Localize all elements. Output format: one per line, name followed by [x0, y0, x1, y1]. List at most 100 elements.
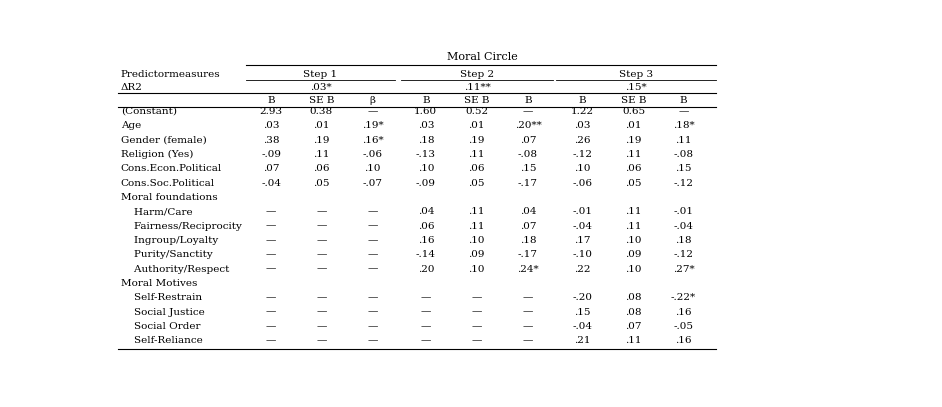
Text: .16: .16 — [675, 336, 691, 345]
Text: —: — — [367, 322, 378, 331]
Text: 0.65: 0.65 — [622, 107, 645, 116]
Text: B: B — [268, 96, 275, 105]
Text: .07: .07 — [263, 164, 280, 173]
Text: —: — — [421, 336, 431, 345]
Text: -.12: -.12 — [674, 179, 693, 188]
Text: —: — — [317, 250, 327, 259]
Text: .01: .01 — [468, 121, 485, 130]
Text: -.06: -.06 — [363, 150, 382, 159]
Text: -.17: -.17 — [518, 250, 538, 259]
Text: —: — — [421, 293, 431, 302]
Text: .05: .05 — [625, 179, 642, 188]
Text: .05: .05 — [468, 179, 485, 188]
Text: -.04: -.04 — [573, 222, 593, 231]
Text: .11: .11 — [675, 136, 691, 144]
Text: .10: .10 — [625, 236, 642, 245]
Text: -.09: -.09 — [415, 179, 436, 188]
Text: —: — — [367, 207, 378, 216]
Text: —: — — [421, 308, 431, 317]
Text: .11: .11 — [625, 222, 642, 231]
Text: Age: Age — [121, 121, 141, 130]
Text: .10: .10 — [417, 164, 434, 173]
Text: .22: .22 — [575, 265, 591, 274]
Text: .16: .16 — [675, 308, 691, 317]
Text: -.09: -.09 — [261, 150, 281, 159]
Text: -.04: -.04 — [674, 222, 693, 231]
Text: .15: .15 — [575, 308, 591, 317]
Text: .18: .18 — [417, 136, 434, 144]
Text: .19: .19 — [468, 136, 485, 144]
Text: .20**: .20** — [514, 121, 542, 130]
Text: .10: .10 — [625, 265, 642, 274]
Text: —: — — [266, 236, 276, 245]
Text: —: — — [367, 236, 378, 245]
Text: -.22*: -.22* — [671, 293, 696, 302]
Text: Step 2: Step 2 — [460, 70, 494, 79]
Text: .01: .01 — [313, 121, 330, 130]
Text: —: — — [266, 308, 276, 317]
Text: ΔR2: ΔR2 — [121, 83, 142, 92]
Text: 0.52: 0.52 — [465, 107, 488, 116]
Text: .15: .15 — [520, 164, 536, 173]
Text: -.01: -.01 — [573, 207, 593, 216]
Text: .03*: .03* — [310, 83, 332, 92]
Text: —: — — [367, 265, 378, 274]
Text: .26: .26 — [575, 136, 591, 144]
Text: .07: .07 — [520, 222, 536, 231]
Text: —: — — [471, 336, 481, 345]
Text: .11: .11 — [313, 150, 330, 159]
Text: -.10: -.10 — [573, 250, 593, 259]
Text: .05: .05 — [313, 179, 330, 188]
Text: —: — — [317, 236, 327, 245]
Text: Authority/Respect: Authority/Respect — [121, 265, 229, 274]
Text: —: — — [367, 293, 378, 302]
Text: -.04: -.04 — [573, 322, 593, 331]
Text: .15*: .15* — [625, 83, 647, 92]
Text: .38: .38 — [263, 136, 280, 144]
Text: —: — — [471, 322, 481, 331]
Text: .10: .10 — [468, 236, 485, 245]
Text: .10: .10 — [365, 164, 381, 173]
Text: .10: .10 — [468, 265, 485, 274]
Text: Moral Motives: Moral Motives — [121, 279, 197, 288]
Text: B: B — [422, 96, 430, 105]
Text: .11: .11 — [468, 150, 485, 159]
Text: -.20: -.20 — [573, 293, 593, 302]
Text: .06: .06 — [625, 164, 642, 173]
Text: .11: .11 — [625, 336, 642, 345]
Text: Gender (female): Gender (female) — [121, 136, 206, 144]
Text: 1.22: 1.22 — [571, 107, 594, 116]
Text: (Constant): (Constant) — [121, 107, 177, 116]
Text: 0.38: 0.38 — [310, 107, 333, 116]
Text: —: — — [317, 222, 327, 231]
Text: .03: .03 — [575, 121, 591, 130]
Text: .16: .16 — [417, 236, 434, 245]
Text: .07: .07 — [625, 322, 642, 331]
Text: —: — — [367, 308, 378, 317]
Text: —: — — [266, 322, 276, 331]
Text: Predictormeasures: Predictormeasures — [121, 70, 220, 79]
Text: .18: .18 — [520, 236, 536, 245]
Text: —: — — [523, 107, 533, 116]
Text: .09: .09 — [625, 250, 642, 259]
Text: .20: .20 — [417, 265, 434, 274]
Text: Social Order: Social Order — [121, 322, 200, 331]
Text: .03: .03 — [417, 121, 434, 130]
Text: —: — — [367, 250, 378, 259]
Text: —: — — [317, 293, 327, 302]
Text: —: — — [266, 336, 276, 345]
Text: —: — — [678, 107, 689, 116]
Text: Step 1: Step 1 — [303, 70, 337, 79]
Text: Harm/Care: Harm/Care — [121, 207, 192, 216]
Text: —: — — [317, 207, 327, 216]
Text: -.05: -.05 — [674, 322, 693, 331]
Text: —: — — [471, 293, 481, 302]
Text: —: — — [523, 336, 533, 345]
Text: —: — — [266, 250, 276, 259]
Text: .06: .06 — [417, 222, 434, 231]
Text: -.08: -.08 — [518, 150, 538, 159]
Text: .03: .03 — [263, 121, 280, 130]
Text: .19: .19 — [313, 136, 330, 144]
Text: Cons.Econ.Political: Cons.Econ.Political — [121, 164, 222, 173]
Text: Social Justice: Social Justice — [121, 308, 204, 317]
